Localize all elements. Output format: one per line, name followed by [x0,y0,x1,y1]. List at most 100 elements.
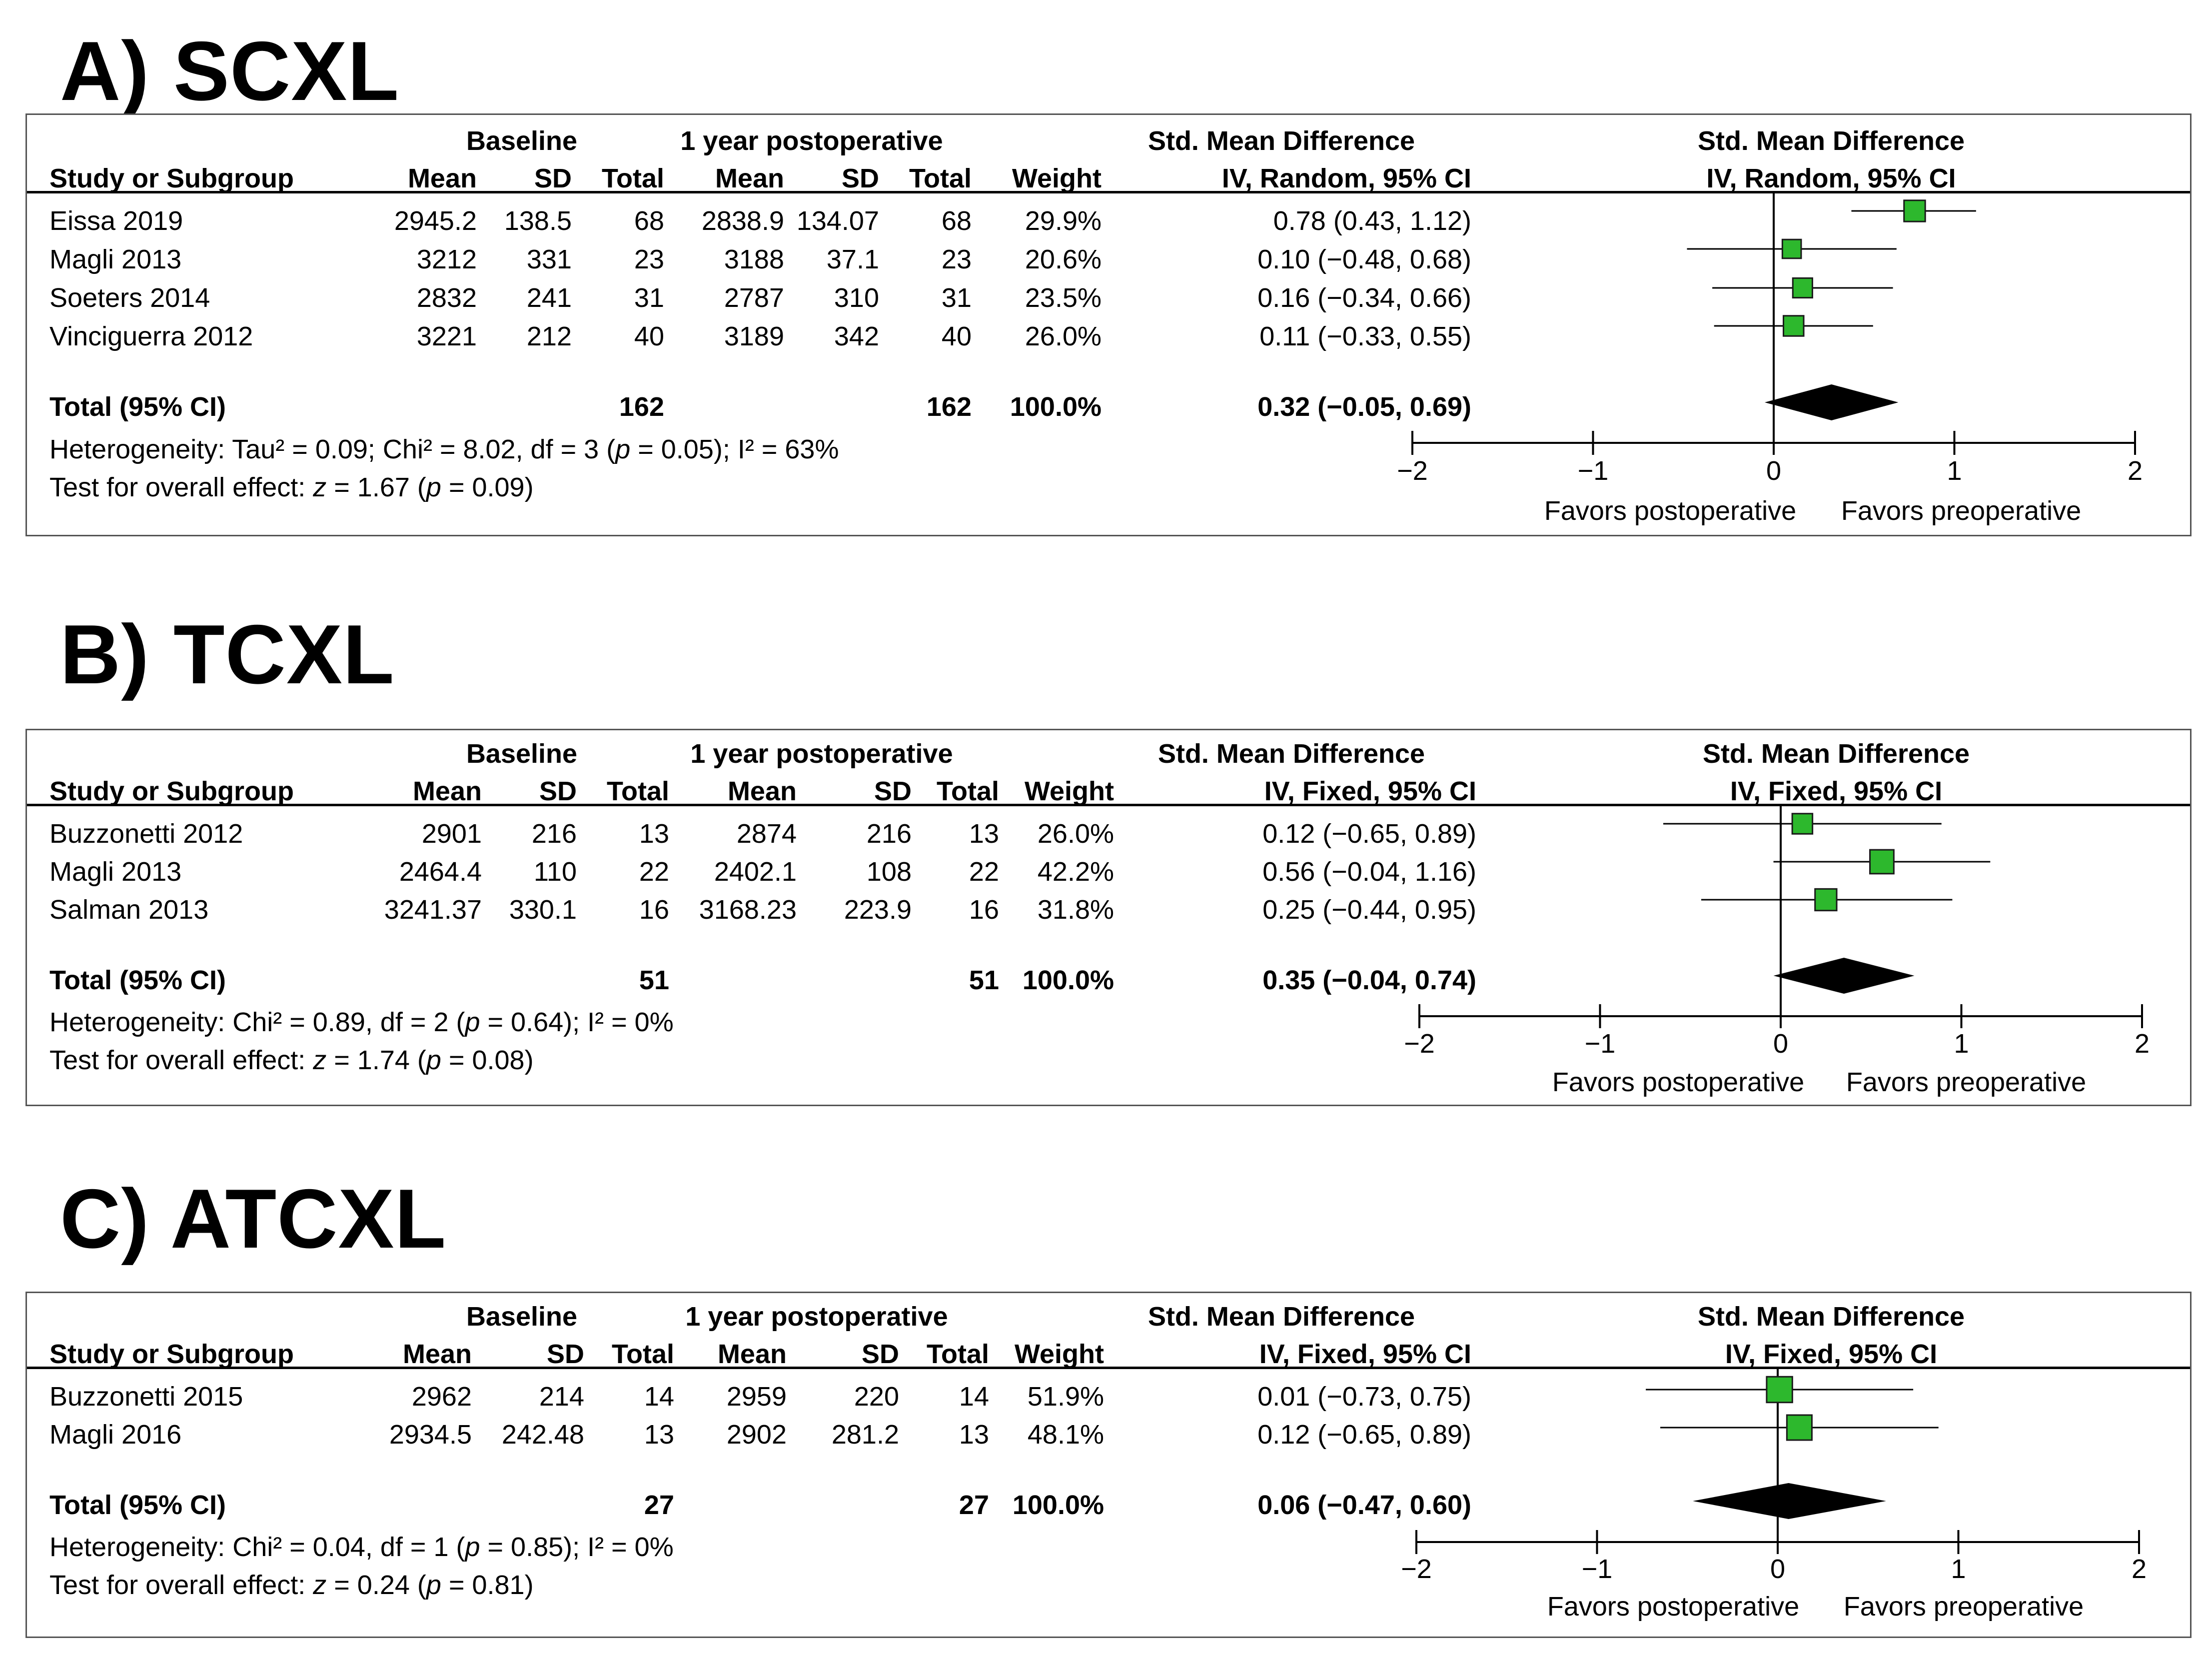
overall-effect-text: Test for overall effect: z = 1.67 (p = 0… [49,472,534,502]
total-label: Total (95% CI) [49,392,226,422]
pooled-diamond [1693,1483,1886,1519]
mean2: 2402.1 [714,857,797,887]
n1-header: Total [612,1339,674,1369]
x-tick-label: 2 [2128,456,2143,486]
sd1: 241 [526,283,572,313]
sd2: 223.9 [844,895,912,925]
n2: 40 [941,321,972,351]
study-col-header: Study or Subgroup [49,776,294,806]
mean2-header: Mean [727,776,797,806]
effect-ci: 0.56 (−0.04, 1.16) [1262,857,1476,887]
sd1-header: SD [546,1339,584,1369]
sd2: 216 [866,819,912,849]
n2: 31 [941,283,972,313]
study-name: Buzzonetti 2015 [49,1382,243,1412]
sd2: 108 [866,857,912,887]
sd2: 37.1 [826,244,879,274]
group2-header: 1 year postoperative [685,1302,948,1332]
n1: 40 [634,321,664,351]
sd2: 281.2 [831,1420,899,1450]
study-marker [1786,1414,1813,1441]
x-tick-label: 2 [2132,1554,2147,1584]
effect-title: Std. Mean Difference [1147,1302,1415,1332]
x-tick-label: 1 [1947,456,1962,486]
group1-header: Baseline [466,126,578,156]
effect-ci: 0.16 (−0.34, 0.66) [1257,283,1471,313]
total-ci: 0.35 (−0.04, 0.74) [1262,965,1476,995]
study-name: Vinciguerra 2012 [49,321,253,351]
study-name: Magli 2013 [49,244,182,274]
n2: 23 [941,244,972,274]
mean2-header: Mean [715,163,784,193]
x-tick-label: −2 [1404,1029,1435,1059]
sd1: 242.48 [501,1420,584,1450]
study-name: Eissa 2019 [49,206,183,236]
mean1: 2934.5 [389,1420,472,1450]
favors-right-label: Favors preoperative [1841,496,2081,526]
weight: 42.2% [1037,857,1114,887]
header-rule [27,191,2190,193]
panel-title-c: C) ATCXL [60,1172,447,1266]
pooled-diamond [1773,958,1915,994]
study-name: Buzzonetti 2012 [49,819,243,849]
sd1: 331 [526,244,572,274]
favors-left-label: Favors postoperative [1547,1592,1799,1622]
favors-right-label: Favors preoperative [1844,1592,2084,1622]
sd2: 134.07 [796,206,879,236]
study-col-header: Study or Subgroup [49,1339,294,1369]
total-n1: 162 [619,392,664,422]
effect-ci: 0.11 (−0.33, 0.55) [1259,321,1471,351]
effect-title: Std. Mean Difference [1157,739,1425,769]
n2: 68 [941,206,972,236]
effect-ci: 0.12 (−0.65, 0.89) [1257,1420,1471,1450]
effect-method: IV, Fixed, 95% CI [1264,776,1476,806]
group2-header: 1 year postoperative [680,126,943,156]
heterogeneity-text: Heterogeneity: Chi² = 0.89, df = 2 (p = … [49,1007,674,1037]
overall-effect-text: Test for overall effect: z = 1.74 (p = 0… [49,1045,534,1075]
x-tick-label: 1 [1951,1554,1966,1584]
effect-ci: 0.10 (−0.48, 0.68) [1257,244,1471,274]
plot-title: Std. Mean Difference [1697,1302,1965,1332]
mean1-header: Mean [407,163,477,193]
weight-header: Weight [1012,163,1102,193]
study-col-header: Study or Subgroup [49,163,294,193]
sd1: 138.5 [504,206,572,236]
forest-panel-a: Baseline 1 year postoperative Std. Mean … [25,113,2192,536]
study-marker [1869,849,1895,875]
effect-title: Std. Mean Difference [1147,126,1415,156]
mean2: 3168.23 [699,895,797,925]
favors-left-label: Favors postoperative [1544,496,1796,526]
total-n1: 51 [639,965,669,995]
n2: 13 [969,819,999,849]
mean1: 3221 [416,321,477,351]
study-name: Magli 2016 [49,1420,182,1450]
x-tick-label: 0 [1770,1554,1785,1584]
mean2: 2959 [726,1382,787,1412]
mean1: 3241.37 [384,895,482,925]
total-label: Total (95% CI) [49,1490,226,1520]
study-marker [1766,1376,1793,1404]
n2: 16 [969,895,999,925]
study-marker [1781,238,1802,259]
favors-right-label: Favors preoperative [1846,1067,2086,1097]
mean1: 2832 [416,283,477,313]
sd2: 310 [834,283,879,313]
plot-method: IV, Random, 95% CI [1706,163,1956,193]
weight: 23.5% [1025,283,1102,313]
x-tick-label: −2 [1397,456,1428,486]
sd1: 214 [539,1382,584,1412]
study-marker [1792,277,1813,299]
study-marker [1903,199,1926,222]
sd1-header: SD [534,163,572,193]
n2: 22 [969,857,999,887]
total-weight: 100.0% [1022,965,1114,995]
sd2: 342 [834,321,879,351]
effect-method: IV, Random, 95% CI [1221,163,1471,193]
n1-header: Total [607,776,669,806]
plot-title: Std. Mean Difference [1702,739,1970,769]
mean2: 3189 [724,321,784,351]
n2-header: Total [909,163,972,193]
heterogeneity-text: Heterogeneity: Chi² = 0.04, df = 1 (p = … [49,1532,674,1562]
panel-title-a: A) SCXL [60,24,399,118]
mean2: 2838.9 [701,206,784,236]
